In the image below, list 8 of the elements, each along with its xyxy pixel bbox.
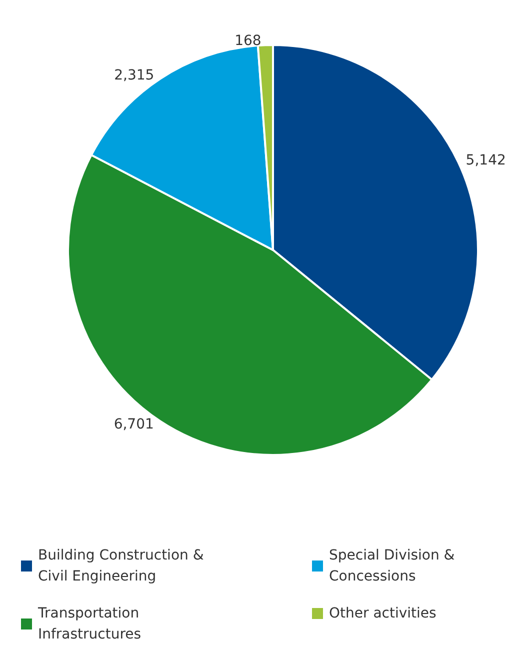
data-label: 2,315 — [114, 67, 154, 84]
legend-label: Building Construction & Civil Engineering — [38, 548, 208, 584]
legend-label: Special Division & Concessions — [329, 548, 460, 584]
data-label: 168 — [234, 33, 262, 50]
data-label: 6,701 — [114, 416, 154, 432]
legend-label: Other activities — [329, 606, 436, 622]
legend-label: Transportation Infrastructures — [37, 606, 144, 642]
data-label: 5,142 — [466, 152, 506, 168]
